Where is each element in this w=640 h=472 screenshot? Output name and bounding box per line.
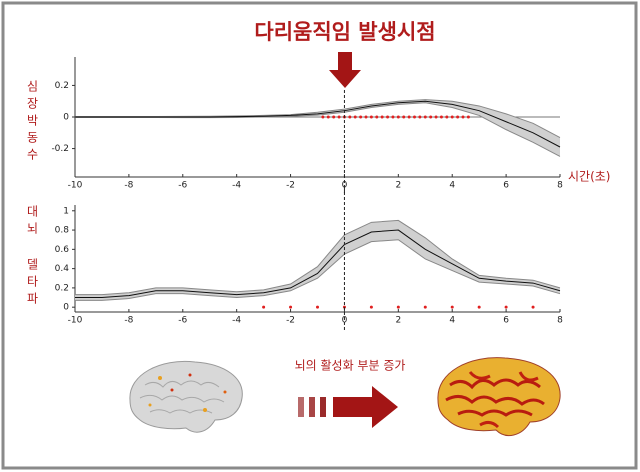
significance-marker [316,305,319,309]
significance-marker [364,115,368,119]
significance-marker [369,115,373,119]
transition-arrow [298,386,398,428]
x-tick-label: 4 [449,181,455,191]
y-axis-label: 대뇌 델타파 [25,205,39,309]
significance-marker [418,115,422,119]
y-tick-label: 0 [63,113,69,123]
x-tick-label: 2 [395,316,401,326]
significance-marker [396,305,400,309]
mean-line [75,100,561,148]
significance-marker [461,115,465,119]
significance-marker [369,305,373,309]
significance-marker [407,115,411,119]
x-tick-label: 8 [557,316,563,326]
y-tick-label: 0.6 [55,245,70,255]
brain-before [129,360,243,433]
significance-marker [262,305,266,309]
y-tick-label: 1 [63,206,69,216]
significance-marker [450,115,454,119]
significance-marker [375,115,379,119]
significance-marker [396,115,400,119]
significance-marker [450,305,454,309]
significance-marker [466,115,470,119]
significance-marker [337,115,341,119]
caption: 뇌의 활성화 부분 증가 [295,359,406,373]
significance-marker [348,115,352,119]
x-tick-label: -8 [124,316,133,326]
x-tick-label: 6 [503,181,509,191]
significance-marker [386,115,390,119]
significance-marker [423,115,427,119]
significance-marker [429,115,433,119]
event-arrow [329,52,361,88]
x-tick-label: 4 [449,316,455,326]
x-tick-label: 8 [557,181,563,191]
band-fill [75,220,560,301]
significance-marker [477,305,481,309]
y-tick-label: 0.2 [55,81,69,91]
band-lower [75,239,561,301]
significance-marker [434,115,438,119]
significance-marker [445,115,449,119]
x-tick-label: 6 [503,316,509,326]
x-tick-label: -6 [178,181,187,191]
x-tick-label: -10 [68,316,83,326]
x-tick-label: -4 [232,181,241,191]
x-tick-label: -8 [124,181,133,191]
significance-marker [402,115,406,119]
x-tick-label: -6 [178,316,187,326]
significance-marker [289,305,293,309]
x-axis-label: 시간(초) [568,170,610,184]
x-tick-label: -4 [232,316,241,326]
x-tick-label: -10 [68,181,83,191]
significance-marker [413,115,416,119]
y-tick-label: 0.4 [55,264,70,274]
x-tick-label: -2 [286,316,295,326]
band-upper [75,219,561,296]
significance-marker [531,305,535,309]
significance-marker [391,115,395,119]
y-tick-label: -0.2 [51,144,69,154]
x-tick-label: 0 [342,316,348,326]
significance-marker [321,115,325,119]
significance-marker [332,115,336,119]
y-axis-label: 심장박동수 [25,80,39,165]
significance-marker [456,115,460,119]
y-tick-label: 0 [63,303,69,313]
x-tick-label: 2 [395,181,401,191]
mean-line [75,229,561,299]
significance-marker [359,115,363,119]
significance-marker [504,305,508,309]
significance-marker [353,115,357,119]
y-tick-label: 0.2 [55,283,69,293]
significance-marker [380,115,384,119]
figure-title: 다리움직임 발생시점 [254,20,435,44]
brain-after [437,357,561,437]
significance-marker [439,115,443,119]
y-tick-label: 0.8 [55,226,70,236]
significance-marker [326,115,330,119]
x-tick-label: -2 [286,181,295,191]
significance-marker [423,305,427,309]
